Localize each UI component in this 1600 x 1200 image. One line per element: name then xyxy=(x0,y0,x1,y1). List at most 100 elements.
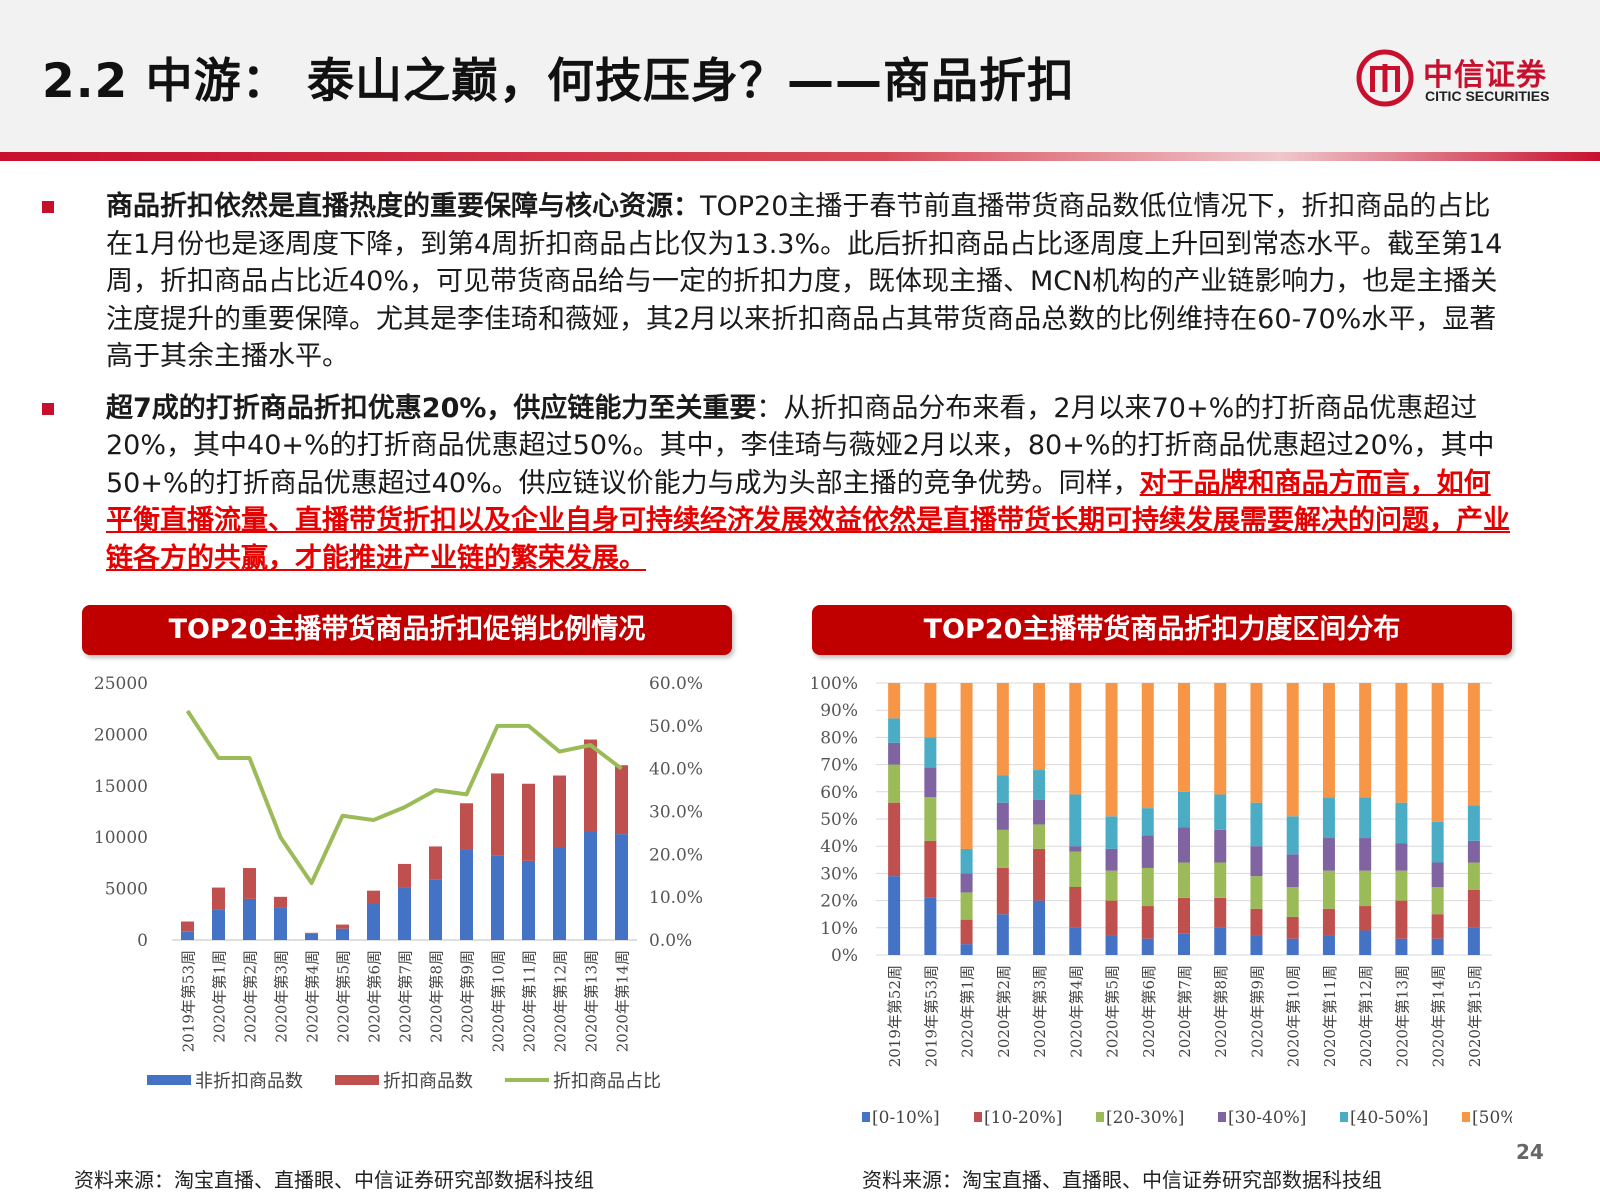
y-tick-label: 20000 xyxy=(94,725,148,745)
x-tick-label: 2020年第13周 xyxy=(583,950,601,1052)
bar-segment xyxy=(1105,848,1118,871)
legend-swatch xyxy=(147,1075,191,1085)
bullet-emphasis: 对于品牌和商品方而言，如何平衡直播流量、直播带货折扣以及企业自身可持续经济发展效… xyxy=(106,467,1510,574)
bar-segment xyxy=(1359,906,1372,931)
bar-segment xyxy=(960,892,973,920)
bar-segment xyxy=(1178,897,1190,934)
x-tick-label: 2020年第11周 xyxy=(521,950,539,1052)
source-note-right: 资料来源：淘宝直播、直播眼、中信证券研究部数据科技组 xyxy=(862,1168,1382,1192)
y-tick-label: 20% xyxy=(820,892,858,912)
bar-segment xyxy=(1141,906,1154,939)
bar-segment xyxy=(1069,927,1082,955)
bar-non-discount xyxy=(584,831,597,940)
y2-tick-label: 30.0% xyxy=(649,803,703,823)
bar-segment xyxy=(1033,799,1046,825)
x-tick-label: 2020年第14周 xyxy=(614,950,632,1052)
bar-segment xyxy=(1069,846,1082,852)
x-tick-label: 2020年第1周 xyxy=(959,965,977,1058)
legend-label: [20-30%] xyxy=(1106,1108,1184,1128)
bar-segment xyxy=(1069,794,1082,847)
bar-segment xyxy=(996,914,1009,955)
bar-segment xyxy=(1250,935,1263,955)
bar-non-discount xyxy=(398,887,411,940)
bar-segment xyxy=(1467,683,1480,806)
bar-non-discount xyxy=(429,879,442,940)
bar-segment xyxy=(1105,935,1118,955)
bar-segment xyxy=(888,718,901,743)
bar-segment xyxy=(1431,938,1444,955)
bar-discount xyxy=(336,924,349,929)
bar-non-discount xyxy=(305,933,318,940)
y-tick-label: 30% xyxy=(820,864,858,884)
legend-label: 折扣商品占比 xyxy=(553,1071,661,1092)
bar-segment xyxy=(1178,862,1190,898)
bar-non-discount xyxy=(615,834,628,940)
bar-segment xyxy=(1033,900,1046,955)
bar-segment xyxy=(1467,862,1480,890)
citic-logo: 中信证券 CITIC SECURITIES xyxy=(1355,48,1575,112)
x-tick-label: 2020年第3周 xyxy=(1031,965,1049,1058)
bar-segment xyxy=(1467,889,1480,928)
bar-segment xyxy=(1141,938,1154,955)
y2-tick-label: 0.0% xyxy=(649,931,692,951)
bar-discount xyxy=(615,765,628,835)
bar-segment xyxy=(1286,887,1299,917)
x-tick-label: 2020年第2周 xyxy=(995,965,1013,1058)
bar-segment xyxy=(1141,867,1154,907)
bar-segment xyxy=(1431,887,1444,915)
bar-segment xyxy=(1250,876,1263,909)
bar-discount xyxy=(491,773,504,856)
x-tick-label: 2020年第8周 xyxy=(428,950,446,1043)
bar-non-discount xyxy=(491,855,504,940)
bar-segment xyxy=(1141,835,1154,868)
bar-segment xyxy=(1214,897,1227,928)
x-tick-label: 2020年第15周 xyxy=(1466,965,1484,1067)
bar-segment xyxy=(996,829,1009,868)
bullet-square-icon xyxy=(42,201,54,213)
bar-discount xyxy=(429,846,442,880)
x-tick-label: 2020年第7周 xyxy=(397,950,415,1043)
bar-segment xyxy=(1395,938,1408,955)
x-tick-label: 2020年第12周 xyxy=(552,950,570,1052)
y-tick-label: 15000 xyxy=(94,777,148,797)
bar-non-discount xyxy=(367,904,380,940)
bar-segment xyxy=(1395,843,1408,871)
bullet-list: 商品折扣依然是直播热度的重要保障与核心资源：TOP20主播于春节前直播带货商品数… xyxy=(42,188,1512,591)
page-number: 24 xyxy=(1516,1140,1544,1164)
bar-segment xyxy=(1105,900,1118,936)
bar-segment xyxy=(924,683,937,738)
y2-tick-label: 10.0% xyxy=(649,888,703,908)
x-tick-label: 2020年第6周 xyxy=(366,950,384,1043)
legend-label: [30-40%] xyxy=(1228,1108,1306,1128)
bar-segment xyxy=(1178,791,1190,828)
y-tick-label: 50% xyxy=(820,810,858,830)
y-tick-label: 5000 xyxy=(105,880,148,900)
bar-segment xyxy=(960,848,973,874)
legend-swatch xyxy=(1096,1112,1104,1122)
x-tick-label: 2020年第9周 xyxy=(1248,965,1266,1058)
bar-segment xyxy=(1141,683,1154,809)
bar-segment xyxy=(1178,683,1190,792)
bar-segment xyxy=(996,802,1009,830)
bar-segment xyxy=(1359,870,1372,907)
bar-segment xyxy=(1250,683,1263,803)
bar-segment xyxy=(1431,821,1444,863)
legend-swatch xyxy=(1340,1112,1348,1122)
bar-segment xyxy=(1178,933,1190,955)
bar-segment xyxy=(960,919,973,945)
x-tick-label: 2020年第5周 xyxy=(1104,965,1122,1058)
bar-segment xyxy=(1214,862,1227,898)
bar-non-discount xyxy=(460,849,473,940)
legend-swatch xyxy=(335,1075,379,1085)
y2-tick-label: 60.0% xyxy=(649,674,703,694)
x-tick-label: 2020年第14周 xyxy=(1430,965,1448,1067)
bar-segment xyxy=(924,797,937,841)
chart-title-left: TOP20主播带货商品折扣促销比例情况 xyxy=(82,605,732,655)
bar-segment xyxy=(996,775,1009,803)
bar-segment xyxy=(1286,916,1299,939)
bar-segment xyxy=(924,840,937,898)
chart-title-right: TOP20主播带货商品折扣力度区间分布 xyxy=(812,605,1512,655)
bar-segment xyxy=(1395,802,1408,844)
bar-segment xyxy=(960,873,973,893)
bar-segment xyxy=(1141,808,1154,836)
